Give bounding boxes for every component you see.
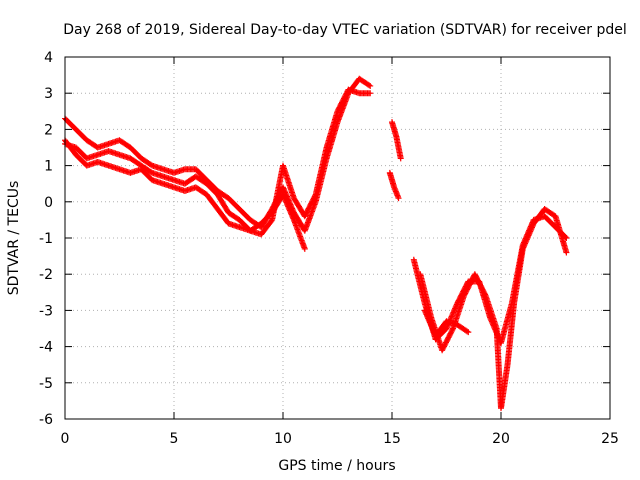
series-track-5 — [386, 169, 402, 202]
y-tick-label: 2 — [44, 122, 53, 138]
y-tick-label: 4 — [44, 50, 53, 66]
x-tick-label: 20 — [492, 431, 510, 447]
y-tick-label: -6 — [39, 412, 53, 428]
data-point — [367, 82, 374, 89]
series-track-7 — [417, 206, 570, 412]
x-tick-label: 5 — [170, 431, 179, 447]
series-track-3 — [62, 137, 308, 252]
series-track-2 — [62, 86, 374, 238]
y-axis-label: SDTVAR / TECUs — [6, 181, 22, 296]
data-points — [62, 75, 570, 412]
y-tick-label: -1 — [39, 231, 53, 247]
series-track-4 — [389, 119, 404, 162]
y-tick-label: -4 — [39, 340, 53, 356]
series-track-1 — [62, 75, 374, 234]
x-tick-label: 25 — [601, 431, 619, 447]
data-point — [563, 249, 570, 256]
y-tick-label: 3 — [44, 86, 53, 102]
y-tick-label: 0 — [44, 195, 53, 211]
axis-ticks: 0 5 10 15 20 25 -6 -5 -4 -3 -2 -1 0 1 2 3 4 — [39, 50, 619, 447]
data-point — [449, 326, 456, 333]
y-tick-label: -3 — [39, 303, 53, 319]
y-tick-label: -5 — [39, 376, 53, 392]
data-point — [465, 329, 472, 336]
data-point — [312, 192, 319, 199]
data-point — [367, 90, 374, 97]
x-tick-label: 15 — [383, 431, 401, 447]
series-track-8 — [421, 307, 472, 339]
data-point — [395, 195, 402, 202]
y-tick-label: -2 — [39, 267, 53, 283]
y-tick-label: 1 — [44, 159, 53, 175]
data-point — [482, 291, 489, 298]
x-axis-label: GPS time / hours — [278, 458, 395, 474]
x-tick-label: 10 — [274, 431, 292, 447]
data-point — [365, 82, 372, 89]
data-point — [301, 245, 308, 252]
data-point — [397, 155, 404, 162]
chart-title: Day 268 of 2019, Sidereal Day-to-day VTE… — [63, 22, 627, 38]
data-point — [464, 328, 471, 335]
x-tick-label: 0 — [61, 431, 70, 447]
